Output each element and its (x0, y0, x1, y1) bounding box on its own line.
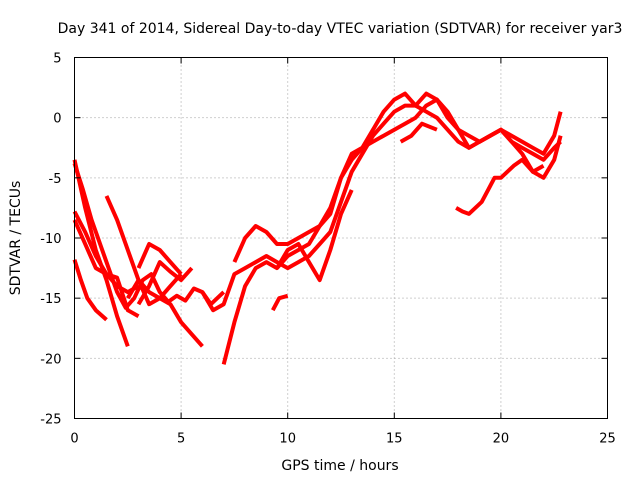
x-tick-label: 25 (599, 432, 616, 447)
series-layer (72, 91, 563, 365)
y-tick-label: -25 (40, 413, 61, 428)
x-axis-title: GPS time / hours (281, 458, 398, 474)
y-tick-label: -15 (40, 292, 61, 307)
plot-frame (74, 57, 608, 419)
series-arc-5 (72, 259, 108, 322)
series-arc-6 (104, 195, 204, 348)
y-tick-label: 0 (53, 112, 61, 127)
x-tick-label: 15 (386, 432, 403, 447)
series-arc-8 (136, 242, 183, 276)
tick-layer: 0 5 10 15 20 25 -25 -20 -15 -10 -5 0 5 (40, 52, 616, 447)
y-tick-label: -10 (40, 232, 61, 247)
series-arc-16 (455, 157, 545, 216)
series-arc-9 (126, 272, 183, 301)
series-arc-4 (72, 219, 140, 318)
chart-title: Day 341 of 2014, Sidereal Day-to-day VTE… (58, 21, 623, 37)
y-tick-label: -5 (49, 172, 62, 187)
x-tick-label: 20 (493, 432, 510, 447)
y-axis-title: SDTVAR / TECUs (8, 181, 24, 296)
grid-layer (74, 57, 608, 419)
y-tick-label: 5 (53, 52, 61, 67)
series-arc-14 (275, 189, 354, 283)
x-tick-label: 10 (279, 432, 296, 447)
series-arc-2 (72, 162, 226, 310)
series-arc-15 (399, 121, 438, 144)
series-arc-13 (271, 293, 289, 312)
series-arc-12 (232, 91, 563, 263)
x-tick-label: 5 (177, 432, 185, 447)
x-tick-label: 0 (70, 432, 78, 447)
y-tick-label: -20 (40, 352, 61, 367)
